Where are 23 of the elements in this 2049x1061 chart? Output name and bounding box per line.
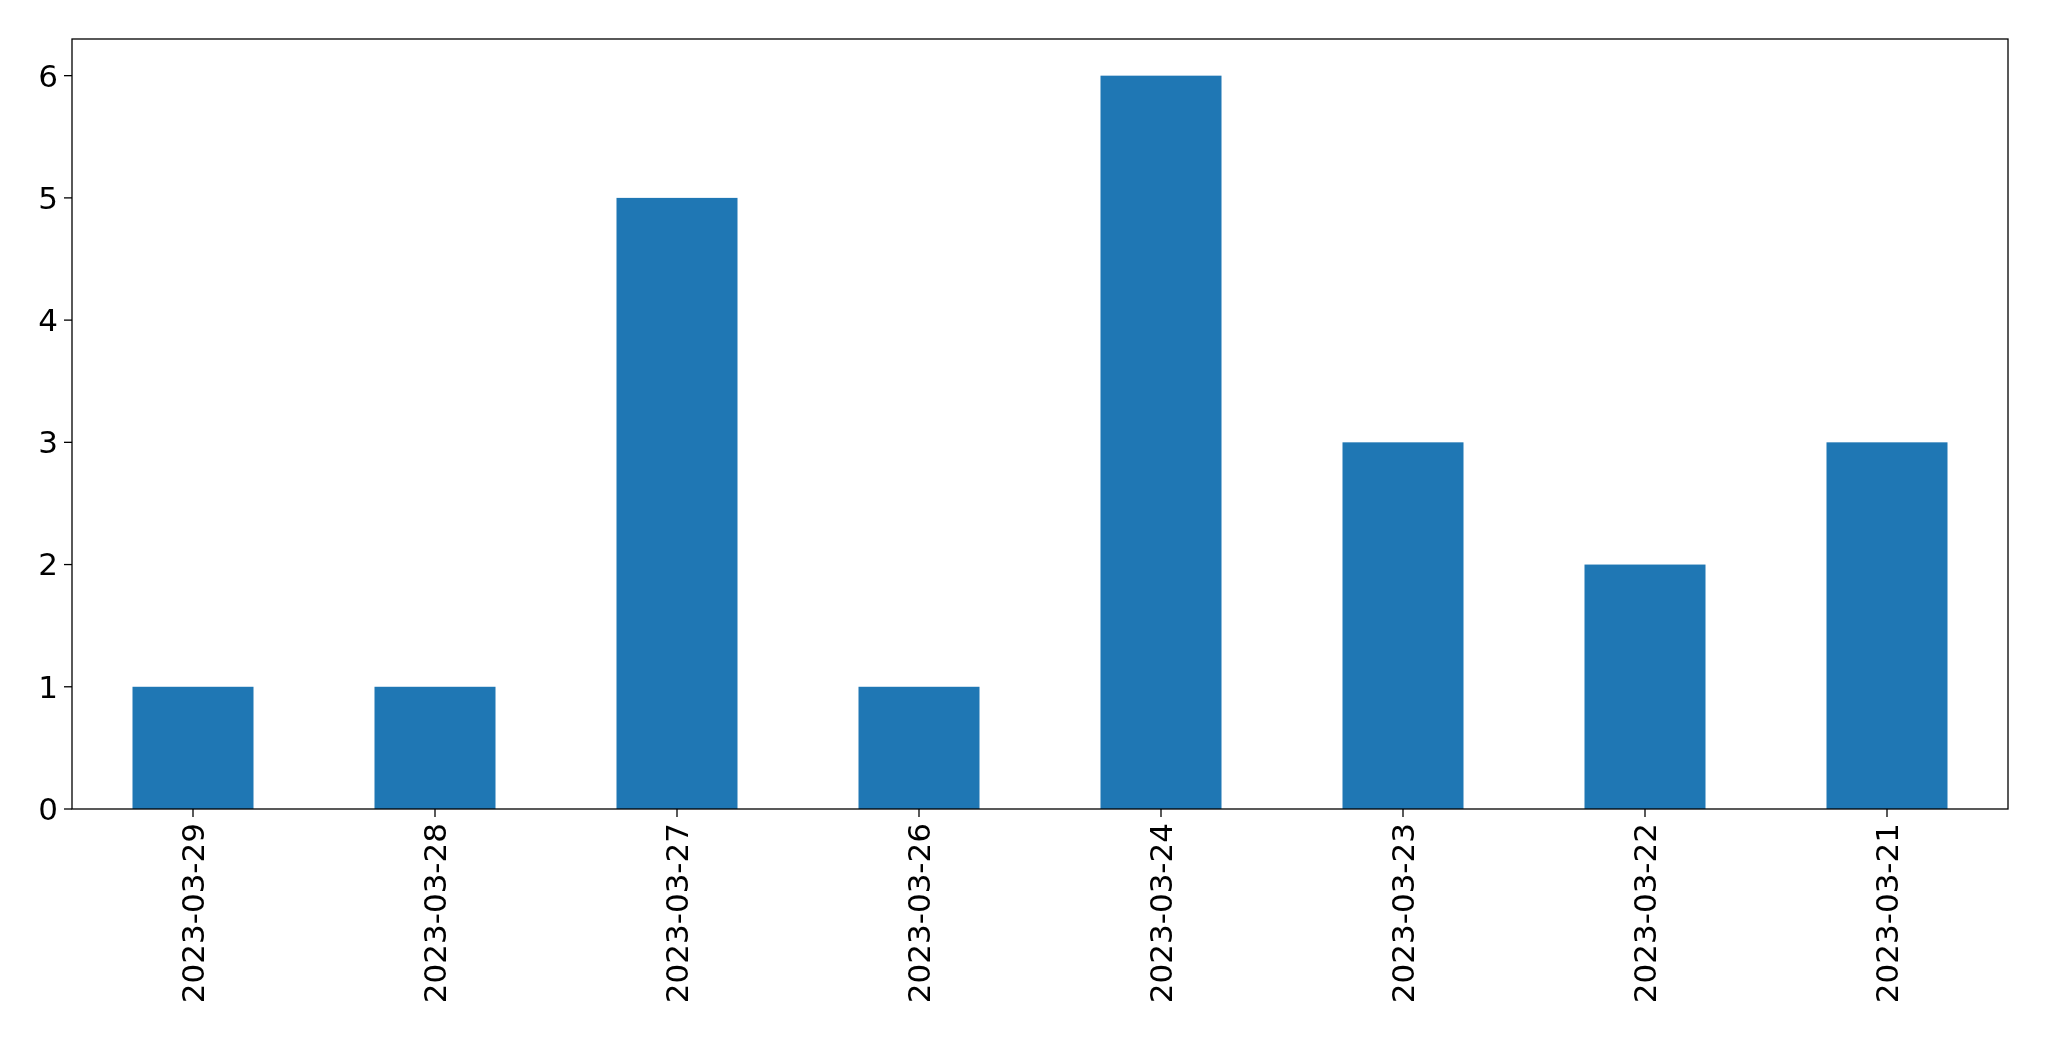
y-tick-label: 4 [38,301,58,338]
y-tick-label: 1 [38,668,58,705]
x-tick-label: 2023-03-21 [1868,823,1905,1004]
y-tick-label: 5 [38,179,58,216]
x-tick-label: 2023-03-22 [1626,823,1663,1004]
bar [616,197,738,809]
y-tick-label: 3 [38,424,58,461]
x-tick-label: 2023-03-26 [900,823,937,1004]
bar [374,686,496,809]
x-tick-label: 2023-03-27 [658,823,695,1004]
x-tick-label: 2023-03-28 [416,823,453,1004]
x-tick-label: 2023-03-24 [1142,823,1179,1004]
y-tick-label: 2 [38,546,58,583]
bar [1100,75,1222,809]
y-tick-label: 6 [38,57,58,94]
y-tick-label: 0 [38,790,58,827]
bar [858,686,980,809]
bar [1584,564,1706,809]
x-tick-label: 2023-03-29 [174,823,211,1004]
bar [1342,442,1464,809]
x-tick-label: 2023-03-23 [1384,823,1421,1004]
bar [132,686,254,809]
bar [1826,442,1948,809]
